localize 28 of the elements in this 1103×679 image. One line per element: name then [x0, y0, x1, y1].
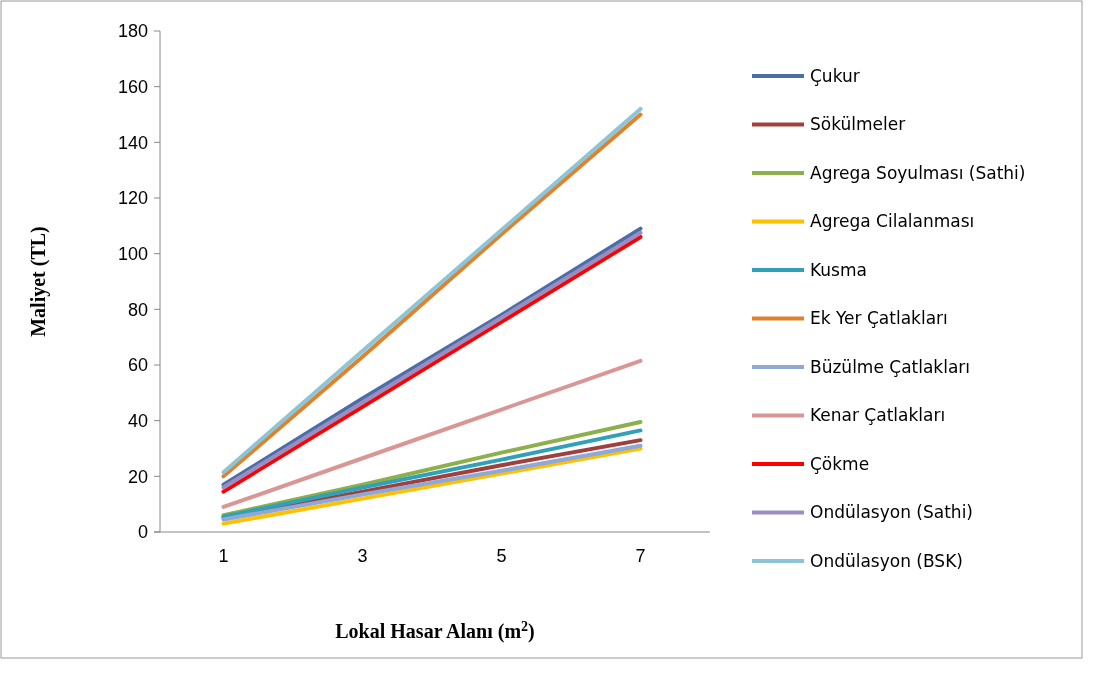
legend-label: Ek Yer Çatlakları	[810, 308, 948, 329]
x-tick-label: 3	[357, 546, 368, 566]
x-tick-label: 7	[635, 546, 646, 566]
x-tick-label: 1	[218, 546, 229, 566]
y-tick-label: 80	[127, 299, 148, 320]
legend-label: Kusma	[810, 259, 867, 280]
y-tick-label: 120	[117, 188, 148, 209]
legend-label: Agrega Soyulması (Sathi)	[810, 162, 1026, 183]
legend-label: Büzülme Çatlakları	[810, 356, 971, 377]
x-axis-title: Lokal Hasar Alanı (m$^{2}$)	[335, 618, 535, 643]
y-tick-label: 180	[117, 21, 148, 42]
y-tick-label: 20	[127, 466, 148, 487]
y-tick-label: 160	[117, 76, 148, 97]
legend-label: Ondülasyon (Sathi)	[810, 502, 973, 523]
legend-label: Çukur	[810, 65, 860, 86]
legend-label: Kenar Çatlakları	[810, 405, 946, 426]
legend-label: Sökülmeler	[810, 114, 906, 135]
y-tick-label: 40	[127, 410, 148, 431]
y-tick-label: 140	[117, 132, 148, 153]
y-tick-label: 100	[117, 243, 148, 264]
y-tick-label: 60	[127, 355, 148, 376]
legend-label: Ondülasyon (BSK)	[810, 550, 963, 571]
line-series	[221, 358, 643, 509]
y-tick-label: 0	[137, 522, 148, 543]
legend-label: Çökme	[810, 453, 870, 474]
x-tick-label: 5	[496, 546, 507, 566]
y-axis-title: Maliyet (TL)	[27, 226, 50, 337]
legend-label: Agrega Cilalanması	[810, 211, 975, 232]
